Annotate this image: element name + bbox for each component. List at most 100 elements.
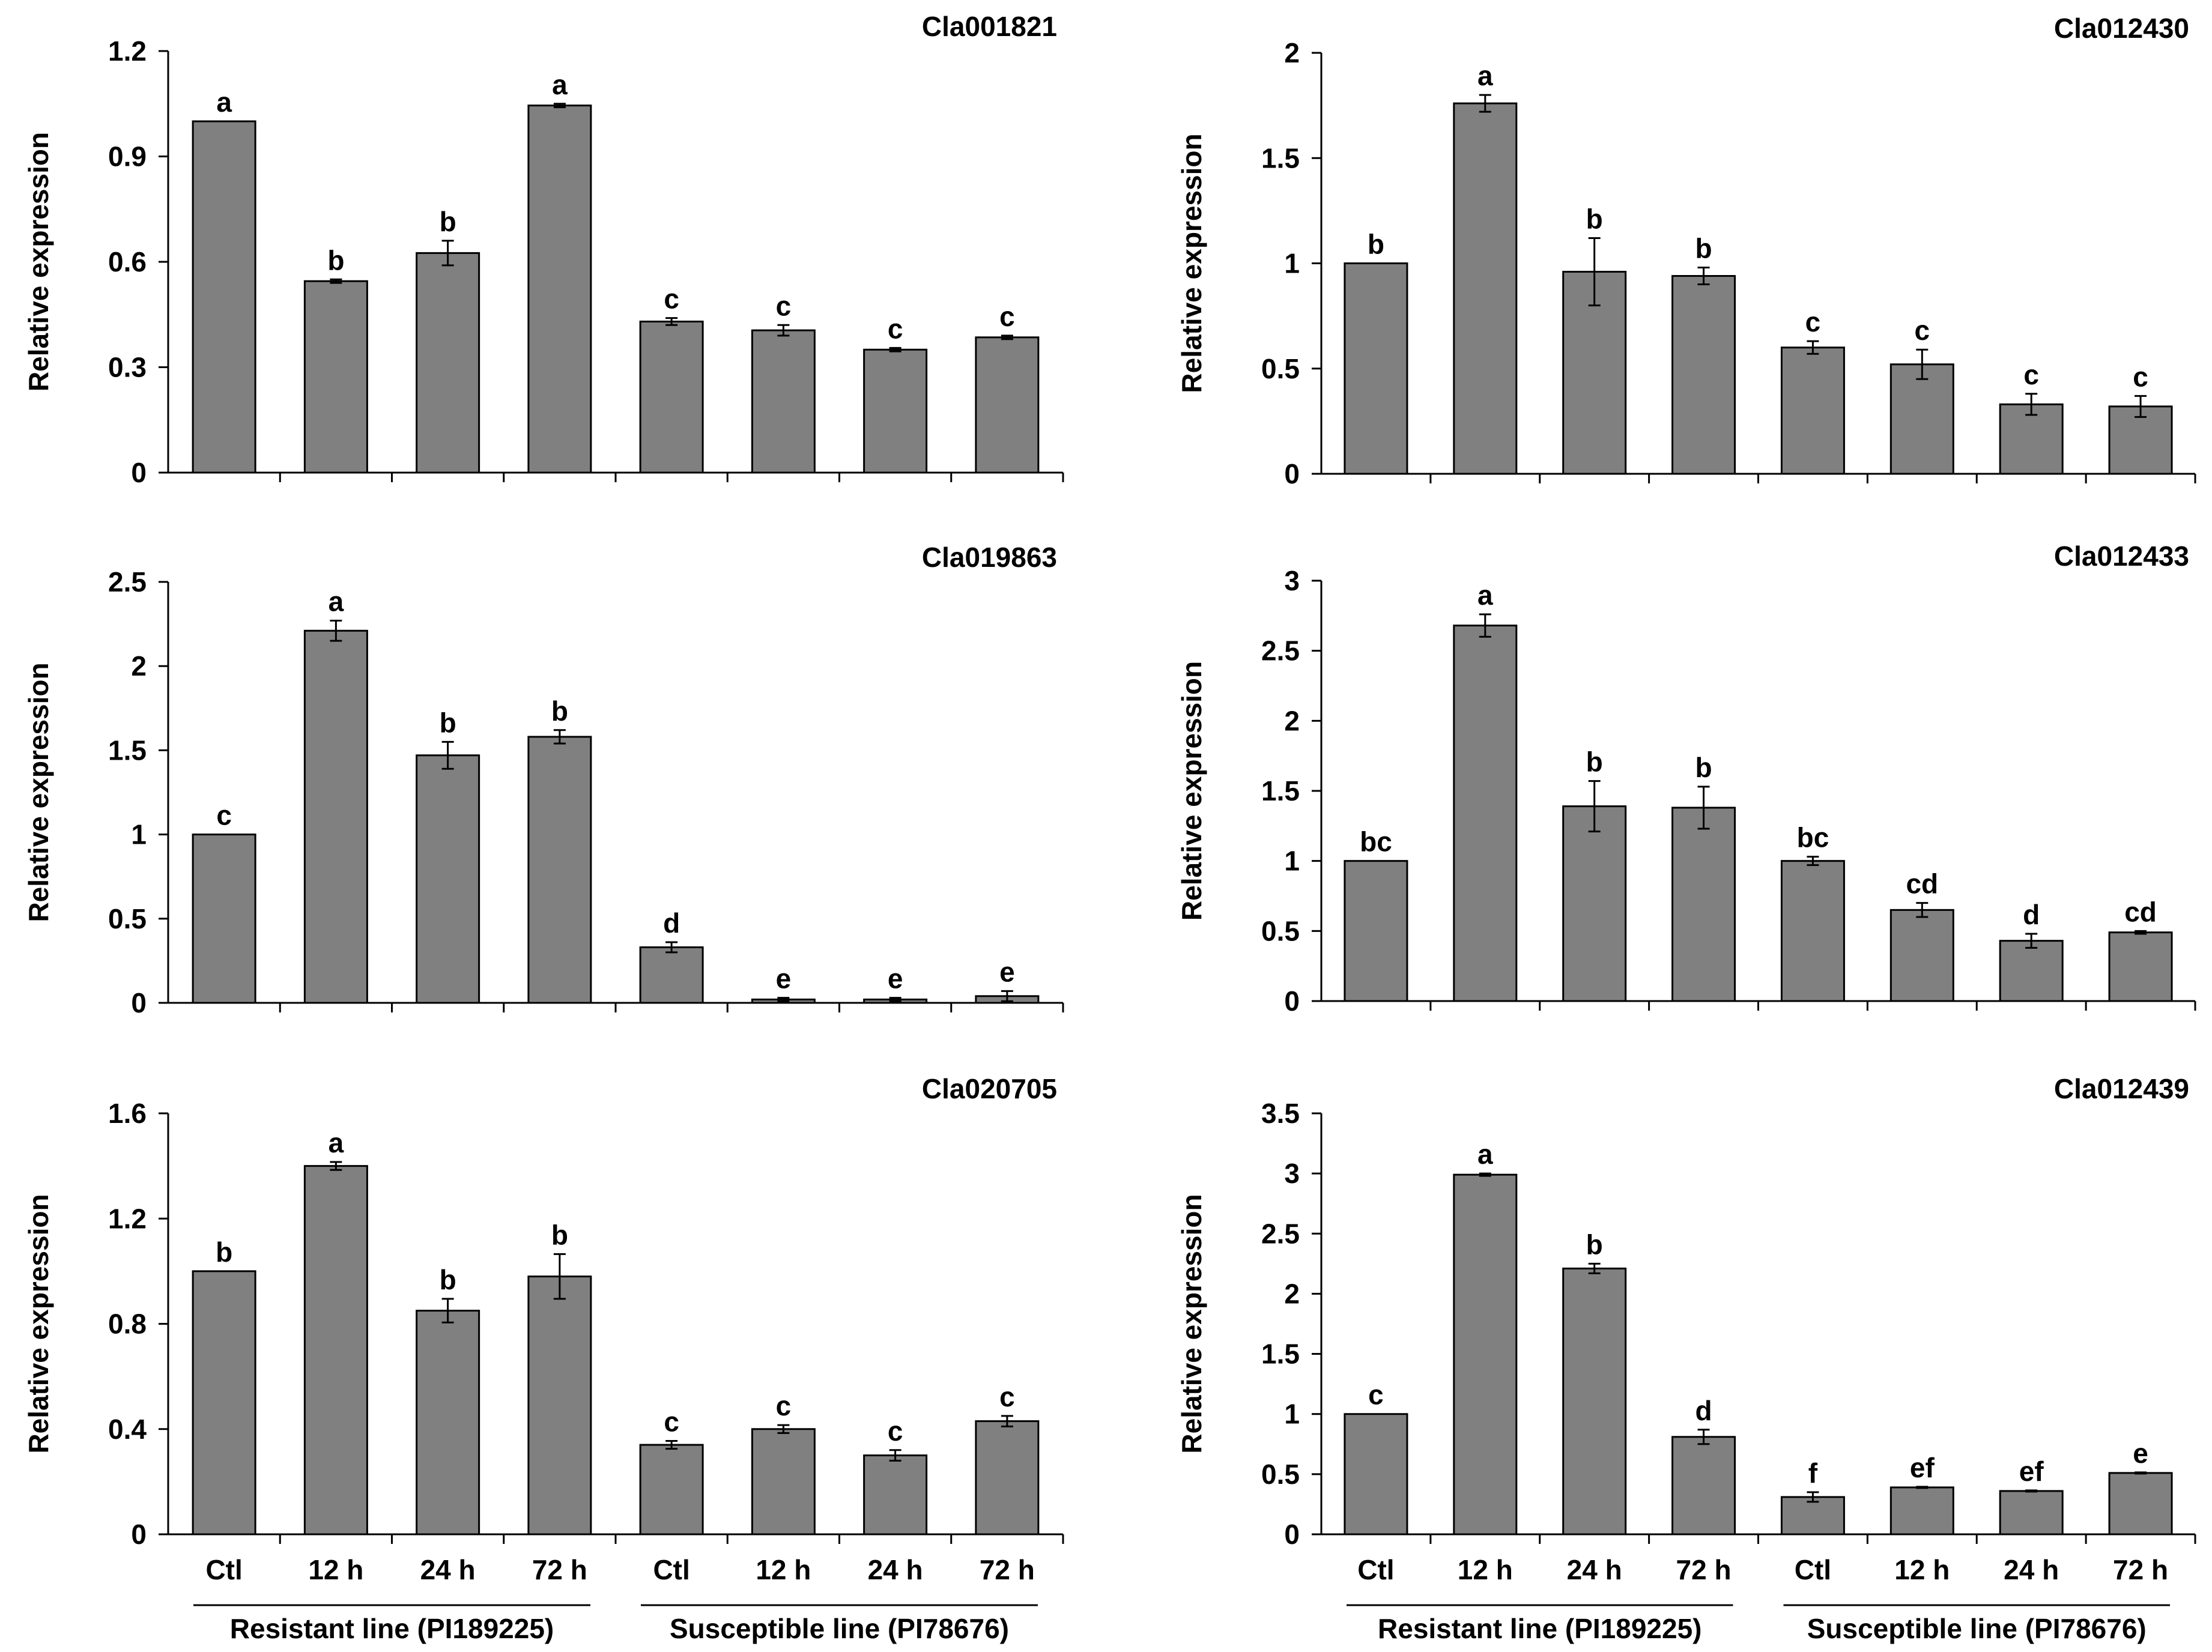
significance-letter-Cla012433-7: cd [2124, 896, 2157, 927]
bar-Cla019863-0 [192, 834, 256, 1004]
panel-title-Cla012433: Cla012433 [2054, 540, 2189, 572]
y-tick-label-Cla012439-2: 1 [1284, 1399, 1300, 1430]
significance-letter-Cla012439-5: ef [1910, 1452, 1935, 1483]
significance-letter-Cla001821-2: b [440, 206, 456, 237]
significance-letter-Cla001821-5: c [776, 290, 792, 321]
bar-Cla001821-0 [192, 120, 256, 474]
group-label-Cla012439-0: Resistant line (PI189225) [1378, 1613, 1701, 1644]
significance-letter-Cla001821-6: c [888, 313, 903, 344]
bar-Cla012439-1 [1453, 1173, 1518, 1536]
y-tick-label-Cla012439-6: 3 [1284, 1158, 1300, 1189]
bar-Cla012439-5 [1889, 1486, 1954, 1536]
y-tick-label-Cla019863-3: 1.5 [108, 734, 147, 766]
significance-letter-Cla020705-0: b [216, 1236, 232, 1268]
bar-Cla019863-2 [416, 754, 480, 1004]
bar-Cla001821-4 [639, 320, 704, 474]
y-tick-label-Cla020705-0: 0 [131, 1519, 147, 1550]
significance-letter-Cla020705-2: b [440, 1264, 456, 1295]
significance-letter-Cla012433-4: bc [1797, 822, 1829, 853]
x-category-label-Cla020705-4: Ctl [653, 1554, 689, 1585]
significance-letter-Cla020705-5: c [776, 1390, 792, 1421]
y-tick-label-Cla020705-3: 1.2 [108, 1203, 147, 1234]
y-axis-label-Cla001821: Relative expression [23, 132, 54, 392]
x-category-label-Cla012439-1: 12 h [1458, 1554, 1513, 1585]
y-axis-label-Cla020705: Relative expression [23, 1194, 54, 1453]
panel-title-Cla019863: Cla019863 [922, 542, 1057, 573]
group-label-Cla020705-1: Susceptible line (PI78676) [670, 1613, 1009, 1644]
y-tick-label-Cla012439-3: 1.5 [1261, 1339, 1300, 1370]
significance-letter-Cla012439-3: d [1695, 1395, 1712, 1426]
significance-letter-Cla012433-1: a [1477, 579, 1493, 611]
significance-letter-Cla019863-7: e [999, 956, 1015, 987]
significance-letter-Cla012430-0: b [1368, 229, 1384, 260]
bar-Cla012433-2 [1562, 805, 1627, 1002]
panel-title-Cla001821: Cla001821 [922, 11, 1057, 42]
y-tick-label-Cla012439-5: 2.5 [1261, 1218, 1300, 1249]
y-axis-label-Cla019863: Relative expression [23, 662, 54, 922]
y-tick-label-Cla012433-5: 2.5 [1261, 635, 1300, 667]
significance-letter-Cla001821-0: a [216, 86, 232, 118]
x-category-label-Cla012439-4: Ctl [1795, 1554, 1831, 1585]
bar-Cla012439-3 [1671, 1436, 1736, 1536]
bar-Cla020705-0 [192, 1270, 256, 1536]
bar-Cla012439-7 [2108, 1472, 2173, 1536]
y-tick-label-Cla012433-3: 1.5 [1261, 775, 1300, 806]
bar-Cla012439-2 [1562, 1267, 1627, 1536]
significance-letter-Cla020705-3: b [551, 1219, 568, 1250]
x-category-label-Cla020705-6: 24 h [868, 1554, 923, 1585]
significance-letter-Cla019863-1: a [329, 585, 344, 617]
y-tick-label-Cla012439-7: 3.5 [1261, 1098, 1300, 1129]
x-category-label-Cla020705-3: 72 h [532, 1554, 587, 1585]
bar-Cla012433-7 [2108, 931, 2173, 1002]
bar-Cla019863-1 [303, 629, 368, 1004]
bar-Cla019863-4 [639, 946, 704, 1004]
panel-title-Cla012439: Cla012439 [2054, 1073, 2189, 1104]
bar-Cla012439-4 [1780, 1496, 1845, 1536]
y-tick-label-Cla012439-0: 0 [1284, 1519, 1300, 1550]
significance-letter-Cla012430-3: b [1695, 233, 1712, 264]
x-category-label-Cla020705-0: Ctl [205, 1554, 242, 1585]
y-tick-label-Cla012430-0: 0 [1284, 458, 1300, 489]
significance-letter-Cla020705-4: c [664, 1406, 679, 1437]
y-tick-label-Cla019863-0: 0 [131, 987, 147, 1018]
group-label-Cla020705-0: Resistant line (PI189225) [230, 1613, 554, 1644]
y-tick-label-Cla020705-4: 1.6 [108, 1098, 147, 1129]
significance-letter-Cla012439-0: c [1368, 1379, 1384, 1411]
significance-letter-Cla012433-0: bc [1360, 826, 1392, 858]
significance-letter-Cla012433-6: d [2023, 899, 2040, 930]
significance-letter-Cla012430-6: c [2023, 359, 2039, 390]
group-label-Cla012439-1: Susceptible line (PI78676) [1807, 1613, 2147, 1644]
bar-Cla020705-7 [975, 1420, 1040, 1536]
significance-letter-Cla019863-5: e [776, 963, 792, 994]
chart-panel-Cla019863: c a b b d e e e 0 0.5 1 1.5 2 2.5 Relative expression C… [23, 542, 1064, 1018]
bar-Cla020705-5 [751, 1428, 816, 1536]
chart-panel-Cla012439: c a b d f ef ef e 0 0.5 1 1.5 2 2.5 3 3.5 Relative expre… [1176, 1073, 2196, 1644]
significance-letter-Cla012439-1: a [1477, 1139, 1493, 1170]
bar-Cla012430-4 [1780, 346, 1845, 475]
significance-letter-Cla020705-6: c [888, 1415, 903, 1447]
bar-Cla012430-0 [1344, 262, 1408, 475]
chart-panel-Cla001821: a b b a c c c c 0 0.3 0.6 0.9 1.2 Relative expression… [23, 11, 1064, 488]
y-tick-label-Cla001821-3: 0.9 [108, 141, 147, 172]
bar-Cla001821-5 [751, 329, 816, 474]
significance-letter-Cla001821-7: c [999, 301, 1015, 332]
significance-letter-Cla012430-7: c [2133, 361, 2148, 392]
significance-letter-Cla012433-3: b [1695, 752, 1712, 783]
x-category-label-Cla012439-6: 24 h [2004, 1554, 2059, 1585]
x-category-label-Cla012439-5: 12 h [1894, 1554, 1950, 1585]
bar-Cla001821-2 [416, 252, 480, 474]
chart-panel-Cla020705: b a b b c c c c 0 0.4 0.8 1.2 1.6 Relative expression… [23, 1073, 1064, 1644]
bar-Cla001821-3 [527, 104, 592, 474]
x-category-label-Cla012439-3: 72 h [1676, 1554, 1732, 1585]
significance-letter-Cla012439-7: e [2133, 1438, 2148, 1469]
y-axis-label-Cla012430: Relative expression [1176, 133, 1207, 393]
y-tick-label-Cla001821-1: 0.3 [108, 352, 147, 383]
y-tick-label-Cla012433-1: 0.5 [1261, 915, 1300, 946]
y-axis-label-Cla012433: Relative expression [1176, 661, 1207, 921]
bar-Cla001821-1 [303, 280, 368, 474]
significance-letter-Cla019863-0: c [216, 800, 232, 831]
y-tick-label-Cla019863-2: 1 [131, 819, 147, 850]
x-category-label-Cla020705-1: 12 h [308, 1554, 363, 1585]
significance-letter-Cla019863-3: b [551, 695, 568, 727]
